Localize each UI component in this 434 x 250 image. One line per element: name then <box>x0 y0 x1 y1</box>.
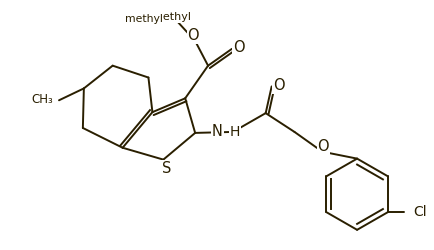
Text: O: O <box>233 40 244 55</box>
Text: N: N <box>212 124 223 140</box>
Text: Cl: Cl <box>412 205 426 219</box>
Text: H: H <box>230 125 240 139</box>
Text: methyl: methyl <box>125 14 163 24</box>
Text: O: O <box>187 28 198 44</box>
Text: O: O <box>317 139 329 154</box>
Text: O: O <box>272 78 284 93</box>
Text: S: S <box>161 161 171 176</box>
Text: CH₃: CH₃ <box>31 93 53 106</box>
Text: methyl: methyl <box>151 12 191 22</box>
